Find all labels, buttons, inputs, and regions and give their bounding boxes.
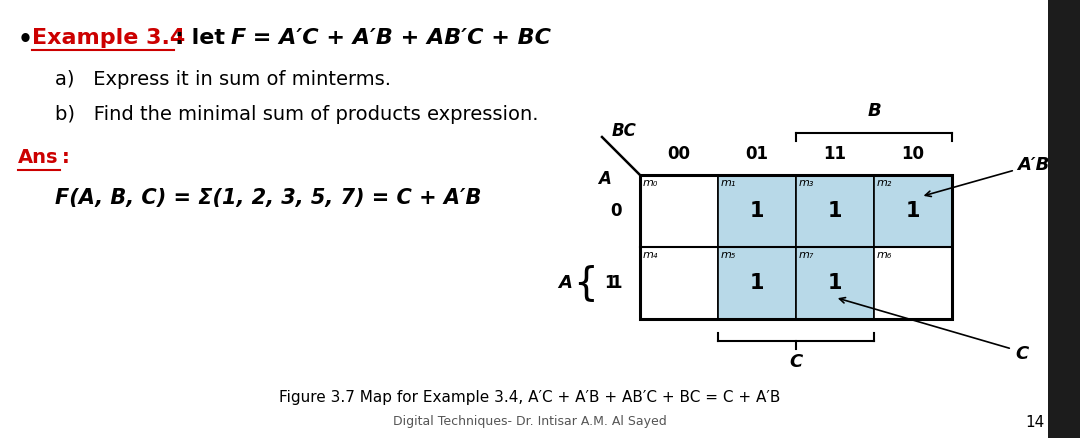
Text: •: • [18,28,33,52]
Text: 14: 14 [1025,415,1044,430]
Text: 1: 1 [750,273,765,293]
Bar [874,247,951,319]
Text: C: C [789,353,802,371]
Text: 1: 1 [610,274,622,292]
Bar [718,247,796,319]
Text: 00: 00 [667,145,690,163]
Text: 0: 0 [610,202,622,220]
Text: m₆: m₆ [877,250,892,260]
Bar [640,175,951,319]
Text: C: C [1015,345,1028,363]
Text: = A′C + A′B + AB′C + BC: = A′C + A′B + AB′C + BC [245,28,551,48]
Text: Example 3.4: Example 3.4 [32,28,186,48]
Text: F(A, B, C) = Σ(1, 2, 3, 5, 7) = C + A′B: F(A, B, C) = Σ(1, 2, 3, 5, 7) = C + A′B [55,188,482,208]
Text: 1: 1 [750,201,765,221]
Text: m₂: m₂ [877,178,892,188]
Text: Digital Techniques- Dr. Intisar A.M. Al Sayed: Digital Techniques- Dr. Intisar A.M. Al … [393,415,666,428]
Text: : let: : let [175,28,233,48]
Text: m₁: m₁ [721,178,737,188]
Text: A: A [558,274,572,292]
Bar [874,175,951,247]
Text: 1: 1 [906,201,920,221]
Text: A: A [598,170,611,188]
Text: 01: 01 [745,145,769,163]
Text: A′B: A′B [1017,156,1050,174]
Text: 11: 11 [824,145,847,163]
Text: m₄: m₄ [643,250,659,260]
Text: :: : [62,148,70,167]
Text: 1: 1 [827,273,842,293]
Text: a)   Express it in sum of minterms.: a) Express it in sum of minterms. [55,70,391,89]
Bar [640,175,718,247]
Bar [718,175,796,247]
Text: {: { [573,264,598,302]
Text: Figure 3.7 Map for Example 3.4, A′C + A′B + AB′C + BC = C + A′B: Figure 3.7 Map for Example 3.4, A′C + A′… [280,390,781,405]
Text: b)   Find the minimal sum of products expression.: b) Find the minimal sum of products expr… [55,105,539,124]
Text: F: F [231,28,246,48]
Bar [796,247,874,319]
Text: BC: BC [612,122,637,140]
Text: B: B [867,102,881,120]
Text: 10: 10 [902,145,924,163]
Text: m₃: m₃ [799,178,814,188]
Bar [1048,0,1080,438]
Text: Ans: Ans [18,148,58,167]
Text: 1: 1 [827,201,842,221]
Text: m₀: m₀ [643,178,659,188]
Text: m₇: m₇ [799,250,814,260]
Bar [796,175,874,247]
Bar [640,247,718,319]
Text: 1: 1 [604,274,616,292]
Text: m₅: m₅ [721,250,737,260]
